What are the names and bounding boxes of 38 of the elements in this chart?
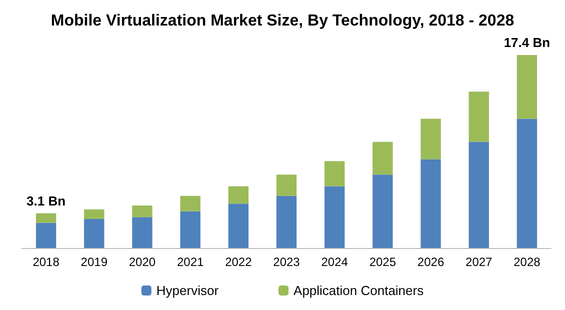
x-tick-label: 2021 <box>176 255 204 269</box>
bar <box>36 213 56 223</box>
legend-label: Hypervisor <box>156 283 220 298</box>
legend-label: Application Containers <box>294 283 424 298</box>
bar <box>276 196 297 248</box>
bar <box>372 142 393 175</box>
bar <box>324 186 345 248</box>
bar <box>84 219 104 248</box>
bar <box>36 222 56 248</box>
bar <box>324 161 345 186</box>
bar <box>420 159 441 248</box>
bar <box>228 186 249 204</box>
bar <box>468 142 489 248</box>
annotation: 17.4 Bn <box>504 35 550 50</box>
bar <box>180 196 200 212</box>
x-tick-label: 2022 <box>225 255 252 269</box>
x-tick-label: 2027 <box>466 255 493 269</box>
x-tick-label: 2025 <box>369 255 396 269</box>
x-tick-label: 2019 <box>80 255 108 269</box>
x-tick-label: 2020 <box>128 255 156 269</box>
bar <box>516 118 538 248</box>
x-tick-label: 2024 <box>321 255 348 269</box>
bar <box>228 204 249 248</box>
chart-title: Mobile Virtualization Market Size, By Technology, 2018 - 2028 <box>50 12 514 30</box>
bar <box>180 211 200 248</box>
bar <box>372 174 393 248</box>
bar <box>84 209 104 220</box>
bar <box>276 174 297 196</box>
x-tick-label: 2023 <box>273 255 300 269</box>
bar <box>516 55 538 119</box>
bar <box>132 217 152 248</box>
x-tick-label: 2028 <box>514 255 541 269</box>
x-tick-label: 2026 <box>417 255 444 269</box>
bar <box>132 206 152 218</box>
bar <box>420 118 441 160</box>
x-tick-label: 2018 <box>32 255 60 269</box>
bar <box>468 92 489 142</box>
annotation: 3.1 Bn <box>26 193 66 208</box>
